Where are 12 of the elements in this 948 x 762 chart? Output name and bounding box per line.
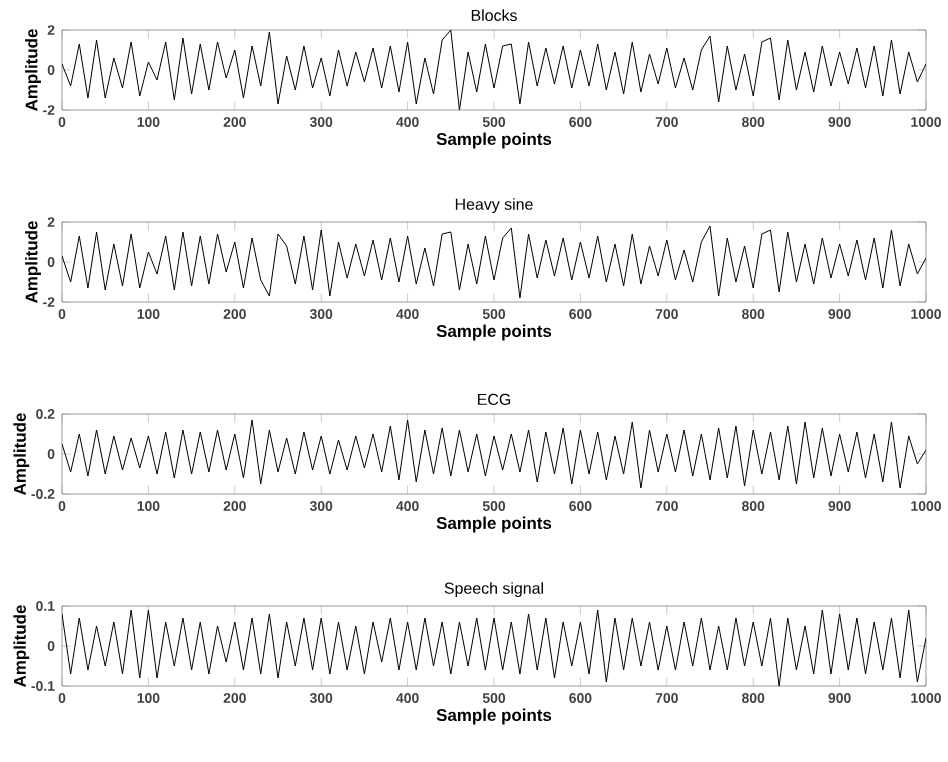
y-axis-title: Amplitude [13, 413, 30, 495]
x-axis-title: Sample points [436, 324, 552, 341]
x-axis-title: Sample points [436, 708, 552, 725]
y-axis-title: Amplitude [25, 29, 41, 111]
y-axis-title: Amplitude [25, 221, 41, 303]
line-series [62, 30, 927, 110]
x-axis-title: Sample points [436, 516, 552, 533]
line-series [62, 419, 927, 489]
x-axis-title: Sample points [436, 132, 552, 149]
line-series [62, 225, 927, 299]
line-series [62, 609, 927, 687]
y-axis-title: Amplitude [13, 605, 30, 687]
